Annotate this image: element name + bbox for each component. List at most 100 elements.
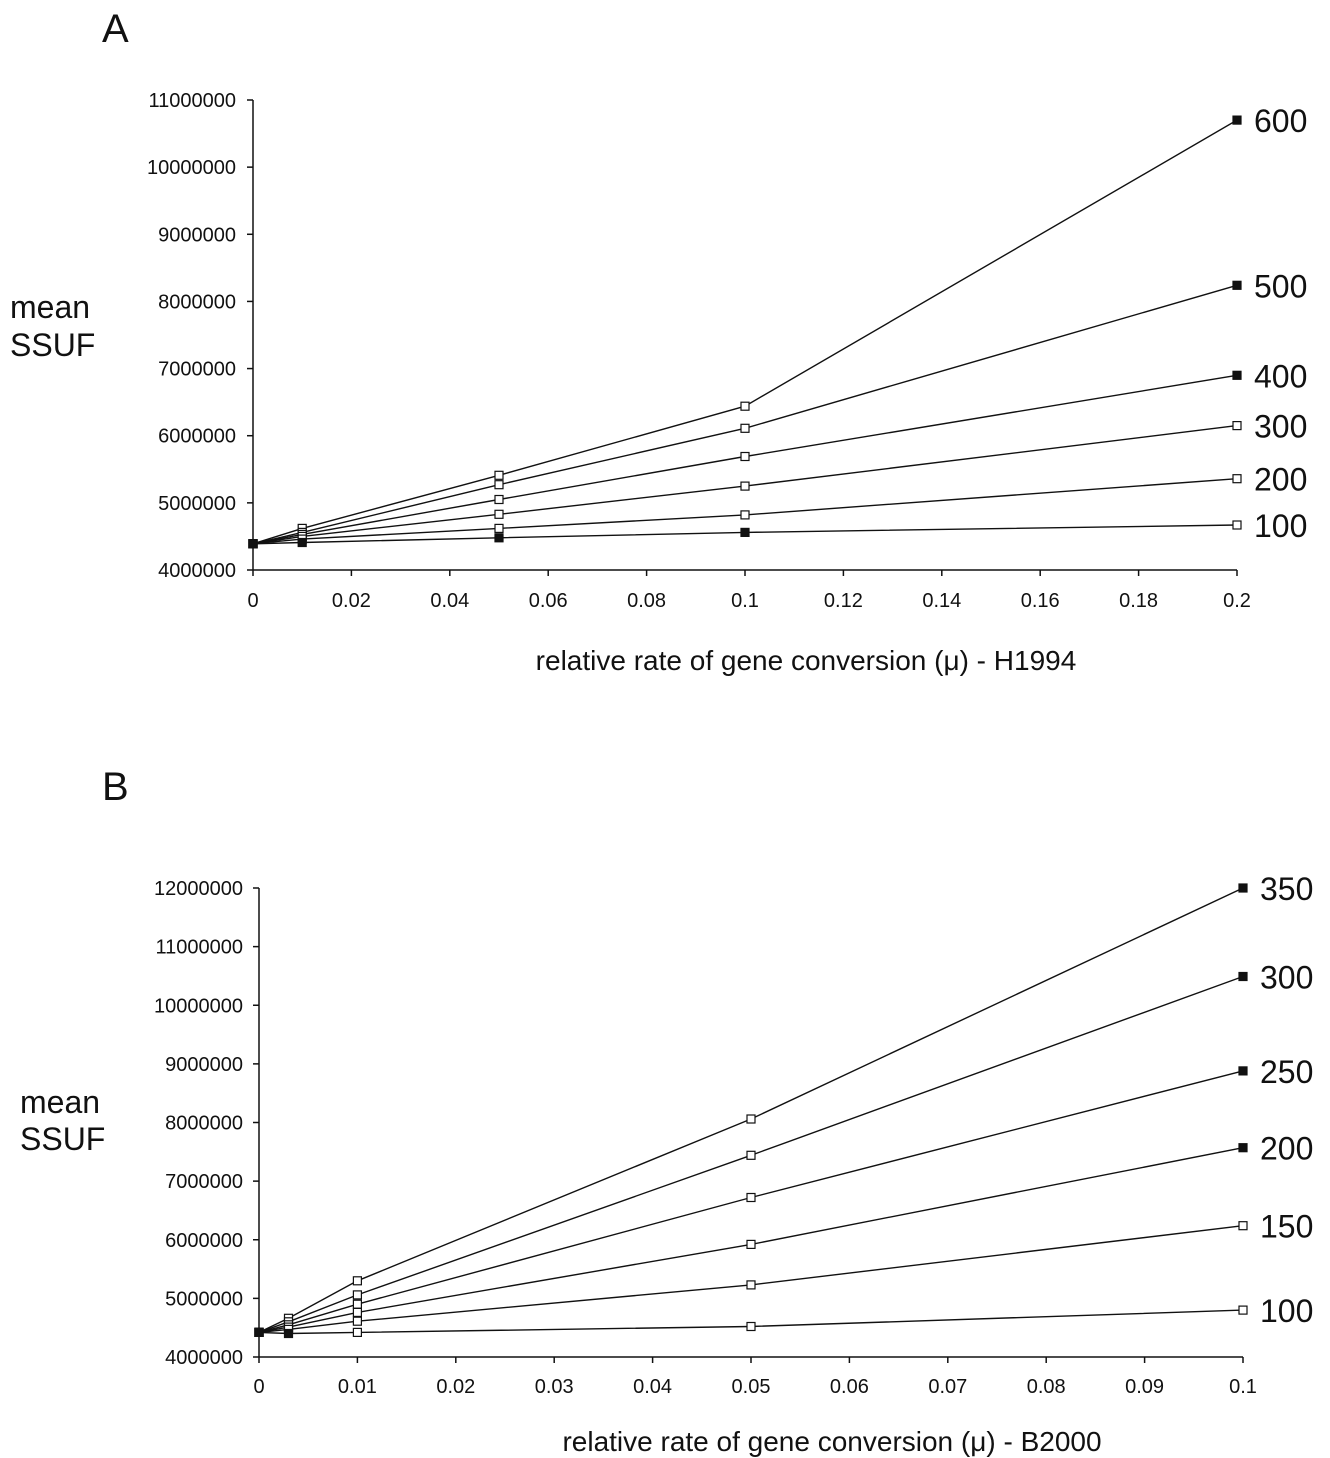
panel-a-series-600-point (1232, 115, 1242, 125)
panel-a-series-100-point (494, 533, 504, 543)
panel-b-series-150-point (746, 1280, 756, 1290)
panel-a-xtick-label: 0 (247, 590, 258, 612)
panel-b-xtick-label: 0.1 (1229, 1376, 1257, 1398)
panel-b-series-200-point (1238, 1143, 1248, 1153)
panel-b-ytick-label: 6000000 (165, 1230, 243, 1252)
panel-b-xlabel: relative rate of gene conversion (μ) - B… (562, 1426, 1101, 1457)
panel-a-series-400-point (494, 494, 504, 505)
panel-b-series-300-point (746, 1150, 756, 1160)
panel-a-series-600-line (252, 119, 1238, 545)
panel-a-series-500-label: 500 (1254, 268, 1307, 304)
panel-a-xtick-label: 0.06 (529, 590, 568, 612)
panel-b-series-350-label: 350 (1260, 871, 1313, 907)
panel-b-series-300-point (1238, 971, 1248, 982)
panel-a-series-500-point (1232, 280, 1242, 290)
panel-a-label: A (102, 7, 129, 51)
panel-b-ytick-label: 9000000 (165, 1054, 243, 1076)
panel-b-ytick-label: 8000000 (165, 1113, 243, 1135)
panel-b-series-300-label: 300 (1260, 960, 1313, 996)
panel-b-xtick-label: 0.07 (928, 1376, 967, 1398)
panel-a: A mean SSUF relative rate of gene conver… (10, 7, 1307, 676)
panel-a-series-400-point (740, 451, 750, 462)
panel-b-series-150-label: 150 (1260, 1209, 1313, 1245)
panel-b-series-200-point (746, 1239, 756, 1250)
panel-a-series-200-label: 200 (1254, 462, 1307, 498)
panel-a-ytick-label: 7000000 (158, 359, 236, 381)
panel-a-xtick-label: 0.14 (922, 590, 961, 612)
panel-a-xtick-label: 0.02 (332, 590, 371, 612)
panel-b-ytick-label: 5000000 (165, 1288, 243, 1310)
panel-a-xlabel: relative rate of gene conversion (μ) - H… (536, 645, 1077, 676)
panel-b-series-300-point (352, 1290, 362, 1300)
panel-b-ytick-label: 4000000 (165, 1347, 243, 1369)
panel-b-ytick-label: 10000000 (154, 995, 243, 1017)
panel-b-series-350-point (1238, 883, 1248, 893)
panel-b-series-100-point (1238, 1305, 1248, 1315)
panel-b-xtick-label: 0.09 (1125, 1376, 1164, 1398)
panel-b-series-100-point (746, 1321, 756, 1332)
panel-a-series-100-point (740, 527, 750, 538)
panel-a-series-300-point (1232, 421, 1242, 431)
panel-b-series-200-label: 200 (1260, 1131, 1313, 1167)
panel-a-xtick-label: 0.18 (1119, 590, 1158, 612)
panel-a-ytick-label: 5000000 (158, 493, 236, 515)
panel-b-series-350-line (258, 887, 1244, 1334)
panel-a-series-300-label: 300 (1254, 409, 1307, 445)
panel-b-series-150-point (1238, 1221, 1248, 1231)
panel-a-series-300-point (740, 481, 750, 491)
panel-b-series-350-point (352, 1276, 362, 1286)
panel-b-ylabel-line2: SSUF (20, 1121, 105, 1157)
panel-b-series-150-point (352, 1316, 362, 1326)
panel-b-series-250-point (352, 1299, 362, 1309)
panel-a-ytick-label: 4000000 (158, 560, 236, 582)
panel-a-series-500-point (740, 423, 750, 433)
panel-a-ylabel-line2: SSUF (10, 327, 95, 363)
panel-a-ytick-label: 6000000 (158, 426, 236, 448)
panel-a-ytick-label: 10000000 (147, 157, 236, 179)
panel-b-plot: 4000000 5000000 6000000 7000000 8000000 90000… (154, 871, 1313, 1398)
panel-b-series-350-point (746, 1114, 756, 1124)
panel-b-xtick-label: 0.04 (633, 1376, 672, 1398)
panel-a-series-600-label: 600 (1254, 103, 1307, 139)
panel-a-series-400-point (1232, 370, 1242, 380)
panel-b-ylabel-line1: mean (20, 1084, 100, 1120)
panel-a-xtick-label: 0.12 (824, 590, 863, 612)
panel-a-ytick-label: 9000000 (158, 224, 236, 246)
panel-a-series-300-point (494, 509, 504, 519)
panel-b-xtick-label: 0.06 (830, 1376, 869, 1398)
panel-b: B mean SSUF relative rate of gene conver… (20, 765, 1313, 1457)
panel-b-series-100-point (254, 1327, 264, 1338)
panel-b-series-250-label: 250 (1260, 1054, 1313, 1090)
panel-b-xtick-label: 0 (253, 1376, 264, 1398)
panel-b-series-200-point (352, 1307, 362, 1318)
panel-a-series-200-point (740, 510, 750, 520)
panel-b-series-100-point (283, 1328, 294, 1339)
panel-b-xtick-label: 0.05 (732, 1376, 771, 1398)
panel-a-series-100-point (297, 537, 307, 548)
panel-a-series-400-label: 400 (1254, 358, 1307, 394)
panel-a-xtick-label: 0.2 (1223, 590, 1251, 612)
panel-b-xtick-label: 0.01 (338, 1376, 377, 1398)
panel-b-series-100-point (352, 1327, 362, 1338)
panel-a-xtick-label: 0.08 (627, 590, 666, 612)
panel-b-series-250-point (1238, 1066, 1248, 1076)
panel-a-series-600-point (494, 470, 504, 480)
panel-a-ytick-label: 8000000 (158, 291, 236, 313)
panel-a-series-100-point (1232, 520, 1242, 530)
panel-a-xtick-label: 0.1 (731, 590, 759, 612)
panel-b-ytick-label: 11000000 (156, 937, 244, 959)
panel-a-ylabel-line1: mean (10, 289, 90, 325)
panel-b-series-250-point (746, 1192, 756, 1203)
panel-a-xtick-label: 0.04 (430, 590, 469, 612)
panel-a-series-200-point (494, 523, 504, 534)
panel-a-plot: 4000000 5000000 6000000 7000000 8000000 90000… (147, 90, 1307, 612)
panel-a-series-500-point (494, 480, 504, 490)
panel-a-series-600-point (740, 401, 750, 411)
panel-b-xtick-label: 0.03 (535, 1376, 574, 1398)
panel-a-series-100-point (248, 539, 258, 549)
panel-a-series-500-line (252, 284, 1238, 545)
panel-a-ytick-label: 11000000 (149, 90, 237, 112)
panel-a-series-100-label: 100 (1254, 508, 1307, 544)
panel-b-label: B (102, 765, 129, 809)
